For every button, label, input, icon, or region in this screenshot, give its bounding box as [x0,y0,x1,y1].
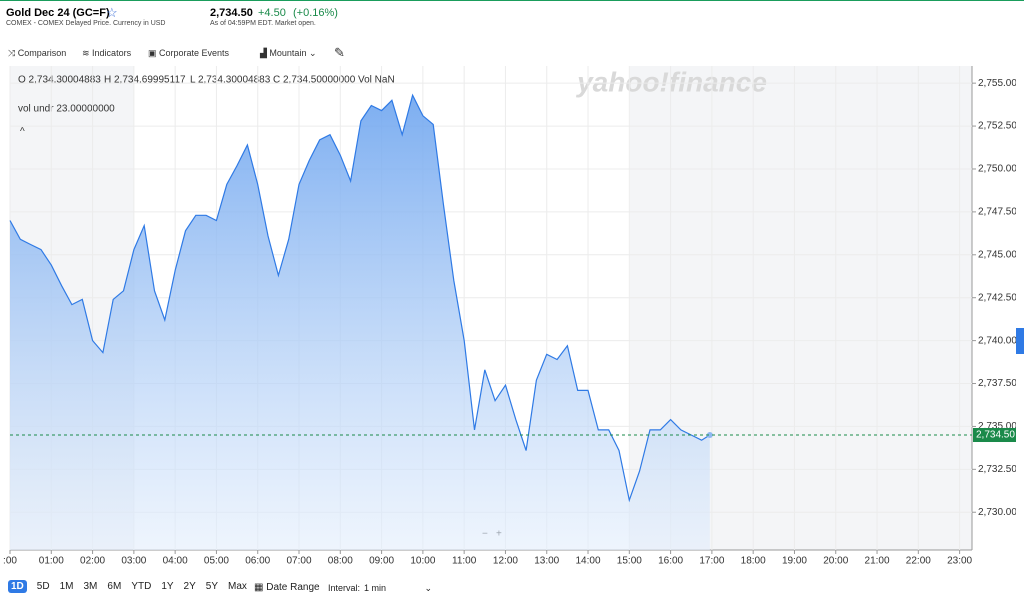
range-button[interactable]: 6M [107,581,122,592]
y-tick-label: 2,740.00 [978,335,1016,346]
last-price-badge [973,428,1016,443]
y-tick-label: 2,747.50 [978,207,1016,218]
events-button[interactable]: ▣ Corporate Events [148,48,230,58]
x-tick-label: 14:00 [576,556,601,567]
range-button[interactable]: 5D [36,581,50,592]
ohlc-close: C 2,734.50000000 [273,75,356,86]
label: Date Range [266,582,320,593]
x-tick-label: 03:00 [121,556,146,567]
x-tick-label: 01:00 [39,556,64,567]
label: Corporate Events [159,48,230,58]
x-tick-label: 09:00 [369,556,394,567]
comparison-button[interactable]: ⤨ Comparison [8,48,67,58]
y-tick-label: 2,752.50 [978,121,1016,132]
x-tick-label: :00 [3,556,17,567]
change-pct: (+0.16%) [293,7,338,19]
x-tick-label: 17:00 [699,556,724,567]
price-line [9,93,711,503]
x-tick-label: 19:00 [782,556,807,567]
indicators-button[interactable]: ≋ Indicators [82,48,132,58]
label: 1 min [364,583,387,593]
x-tick-label: 15:00 [617,556,642,567]
x-tick-label: 11:00 [452,556,477,567]
x-tick-label: 21:00 [865,556,890,567]
chart: yahoo!finance O 2,734.30004883 H 2,734.6… [3,66,1016,567]
y-tick-label: 2,730.00 [978,507,1016,518]
y-tick-label: 2,745.00 [978,249,1016,260]
x-tick-label: 10:00 [410,556,435,567]
range-button[interactable]: 3M [83,581,98,592]
label: Comparison [17,48,67,58]
ohlc-volume: Vol NaN [358,75,395,86]
interval-label: Interval: [328,583,361,593]
x-tick-label: 16:00 [658,556,683,567]
as-of: As of 04:59PM EDT. Market open. [210,20,316,27]
top-border [0,0,1024,1]
y-tick-label: 2,732.50 [978,464,1016,475]
range-button[interactable]: 1Y [161,581,174,592]
area [10,95,710,550]
x-tick-label: 06:00 [245,556,270,567]
y-tick-label: 2,755.00 [978,78,1016,89]
label: Mountain [269,48,307,58]
x-tick-label: 02:00 [80,556,105,567]
ohlc-high: H 2,734.69995117 [104,75,186,86]
x-tick-label: 07:00 [286,556,311,567]
y-tick-label: 2,735.00 [978,421,1016,432]
chart-type-button[interactable]: ▟ Mountain ⌄ [260,48,317,58]
y-tick-label: 2,742.50 [978,292,1016,303]
range-button[interactable]: 1D [8,580,27,593]
symbol: Gold Dec 24 (GC=F) [6,7,110,19]
x-tick-label: 12:00 [493,556,518,567]
last-price-label: 2,734.50 [976,430,1015,441]
y-tick-label: 2,750.00 [978,164,1016,175]
x-tick-label: 18:00 [741,556,766,567]
range-button[interactable]: 2Y [183,581,196,592]
ohlc-low: L 2,734.30004883 [190,75,271,86]
ohlc-open: O 2,734.30004883 [18,75,101,86]
x-tick-label: 05:00 [204,556,229,567]
range-button[interactable]: YTD [131,581,152,592]
vol-undr: vol undr 23.00000000 [18,104,115,115]
draw-button[interactable]: ✎ [334,45,345,60]
x-tick-label: 22:00 [906,556,931,567]
x-tick-label: 13:00 [534,556,559,567]
collapse[interactable]: ^ [20,127,25,138]
y-tick-label: 2,737.50 [978,378,1016,389]
exchange: COMEX - COMEX Delayed Price. Currency in… [6,20,166,27]
last-point [706,432,713,439]
range-button[interactable]: Max [228,581,247,592]
x-tick-label: 23:00 [947,556,972,567]
watch-star[interactable]: ☆ [106,5,118,20]
label: Indicators [92,48,132,58]
change: +4.50 [258,7,286,19]
x-tick-label: 04:00 [163,556,188,567]
range-button[interactable]: 1M [59,581,74,592]
range-button[interactable]: 5Y [205,581,219,592]
side-tab[interactable] [1016,328,1024,354]
interval-select[interactable]: 1 min ⌄ [364,583,433,593]
price: 2,734.50 [210,7,253,19]
range-bar: 1D 5D 1M 3M 6M YTD 1Y 2Y 5Y Max [8,580,247,593]
x-tick-label: 08:00 [328,556,353,567]
date-range-button[interactable]: ▦ Date Range [254,582,320,593]
x-tick-label: 20:00 [823,556,848,567]
